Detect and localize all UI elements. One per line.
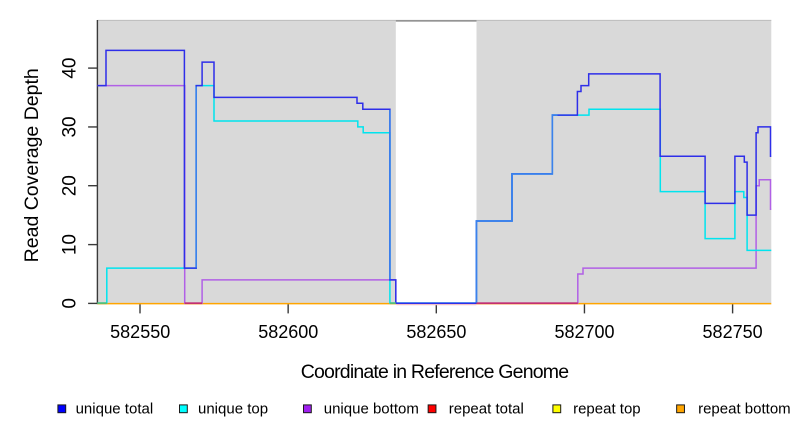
svg-text:582750: 582750 [703, 322, 763, 342]
svg-text:repeat total: repeat total [449, 401, 524, 418]
svg-text:20: 20 [60, 175, 81, 196]
svg-text:repeat top: repeat top [573, 401, 641, 418]
svg-text:582600: 582600 [258, 322, 318, 342]
svg-text:unique top: unique top [198, 401, 268, 418]
svg-text:30: 30 [60, 116, 81, 137]
svg-text:unique bottom: unique bottom [324, 401, 419, 418]
svg-text:40: 40 [60, 58, 81, 79]
svg-text:0: 0 [60, 298, 81, 309]
svg-text:Read Coverage Depth: Read Coverage Depth [21, 68, 43, 262]
svg-text:582650: 582650 [406, 322, 466, 342]
svg-text:repeat bottom: repeat bottom [698, 401, 791, 418]
svg-text:10: 10 [60, 234, 81, 255]
svg-text:582550: 582550 [110, 322, 170, 342]
svg-text:Coordinate in Reference Genome: Coordinate in Reference Genome [301, 361, 569, 383]
svg-text:582700: 582700 [554, 322, 614, 342]
svg-text:unique total: unique total [76, 401, 154, 418]
